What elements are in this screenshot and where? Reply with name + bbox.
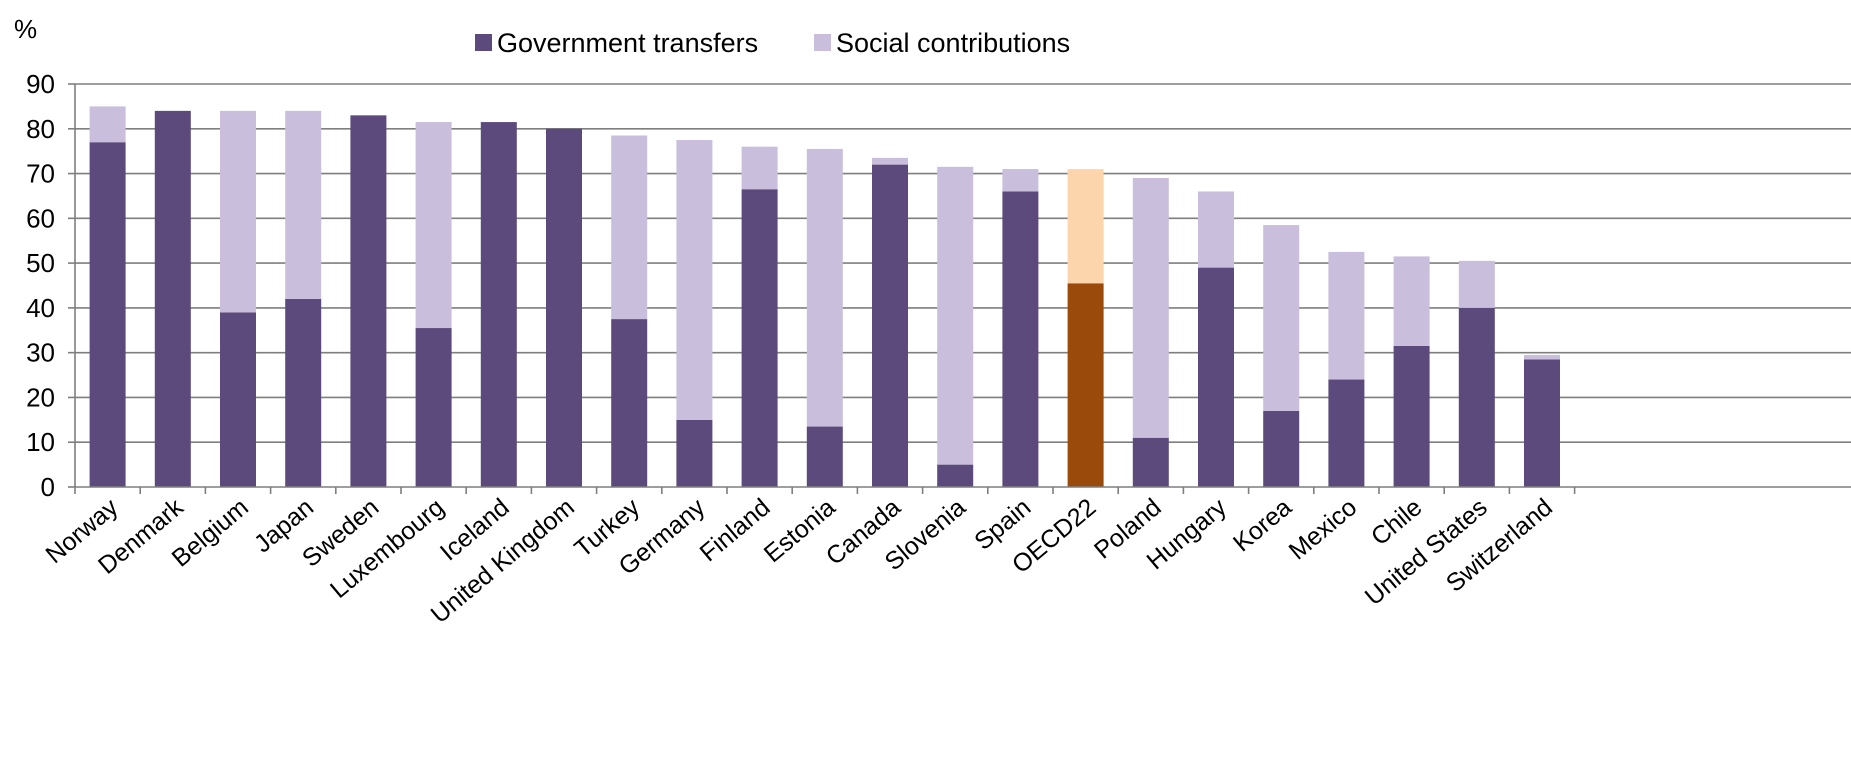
bar-oecd22-series-1: [1067, 169, 1104, 284]
bar-finland-series-0: [741, 189, 778, 487]
y-tick-label-70: 70: [26, 159, 55, 189]
bar-mexico-series-0: [1328, 379, 1365, 487]
bar-estonia-series-0: [806, 426, 843, 487]
bar-turkey-series-0: [611, 319, 648, 487]
bar-chile-series-0: [1393, 345, 1430, 487]
bar-iceland-series-0: [480, 122, 517, 488]
y-tick-label-40: 40: [26, 293, 55, 323]
bar-switzerland-series-0: [1524, 359, 1560, 487]
bar-korea-series-1: [1263, 225, 1300, 411]
bar-chile-series-1: [1393, 256, 1430, 346]
legend-swatch-0: [475, 34, 492, 51]
legend-label-0: Government transfers: [497, 28, 758, 58]
bar-slovenia-series-0: [937, 464, 974, 487]
bar-korea-series-0: [1263, 410, 1300, 487]
bar-norway-series-0: [89, 142, 126, 487]
bar-oecd22-series-0: [1067, 283, 1104, 487]
bar-turkey-series-1: [611, 135, 648, 320]
y-tick-label-20: 20: [26, 382, 55, 412]
y-tick-label-60: 60: [26, 203, 55, 233]
bar-finland-series-1: [741, 146, 778, 190]
y-tick-label-80: 80: [26, 114, 55, 144]
bars: [89, 106, 1560, 488]
bar-germany-series-1: [676, 139, 713, 420]
x-category-label: Finland: [695, 493, 776, 567]
y-tick-label-30: 30: [26, 338, 55, 368]
bar-united-states-series-0: [1458, 307, 1495, 487]
y-tick-label-50: 50: [26, 248, 55, 278]
bar-belgium-series-0: [220, 312, 256, 487]
bar-germany-series-0: [676, 419, 713, 487]
legend-swatch-1: [814, 34, 831, 51]
bar-japan-series-0: [285, 298, 322, 487]
bar-denmark-series-0: [154, 110, 191, 487]
bar-united-kingdom-series-0: [546, 128, 582, 487]
bar-norway-series-1: [89, 106, 126, 143]
bar-poland-series-0: [1132, 437, 1169, 487]
bar-poland-series-1: [1132, 178, 1169, 438]
legend-label-1: Social contributions: [836, 28, 1070, 58]
y-tick-labels: 0 10 20 30 40 50 60 70 80 90: [26, 69, 55, 502]
y-tick-label-0: 0: [41, 472, 55, 502]
bar-canada-series-1: [872, 157, 908, 165]
bar-spain-series-1: [1002, 169, 1039, 192]
y-unit-label: %: [14, 14, 37, 44]
y-tick-label-90: 90: [26, 69, 55, 99]
bar-luxembourg-series-0: [415, 328, 452, 487]
bar-hungary-series-0: [1198, 267, 1234, 487]
bar-estonia-series-1: [806, 148, 843, 427]
axes: [74, 84, 1851, 494]
bar-belgium-series-1: [220, 110, 256, 313]
bar-japan-series-1: [285, 110, 322, 299]
x-category-labels: NorwayDenmarkBelgiumJapanSwedenLuxembour…: [41, 493, 1558, 629]
bar-sweden-series-0: [350, 115, 387, 487]
legend: Government transfers Social contributions: [475, 28, 1070, 58]
bar-luxembourg-series-1: [415, 122, 452, 329]
x-category-label: Mexico: [1284, 493, 1363, 565]
bar-slovenia-series-1: [937, 166, 974, 465]
bar-canada-series-0: [872, 164, 908, 487]
bar-hungary-series-1: [1198, 191, 1234, 268]
bar-united-states-series-1: [1458, 260, 1495, 308]
bar-spain-series-0: [1002, 191, 1039, 487]
y-tick-label-10: 10: [26, 427, 55, 457]
bar-mexico-series-1: [1328, 251, 1365, 380]
bar-switzerland-series-1: [1524, 354, 1560, 360]
